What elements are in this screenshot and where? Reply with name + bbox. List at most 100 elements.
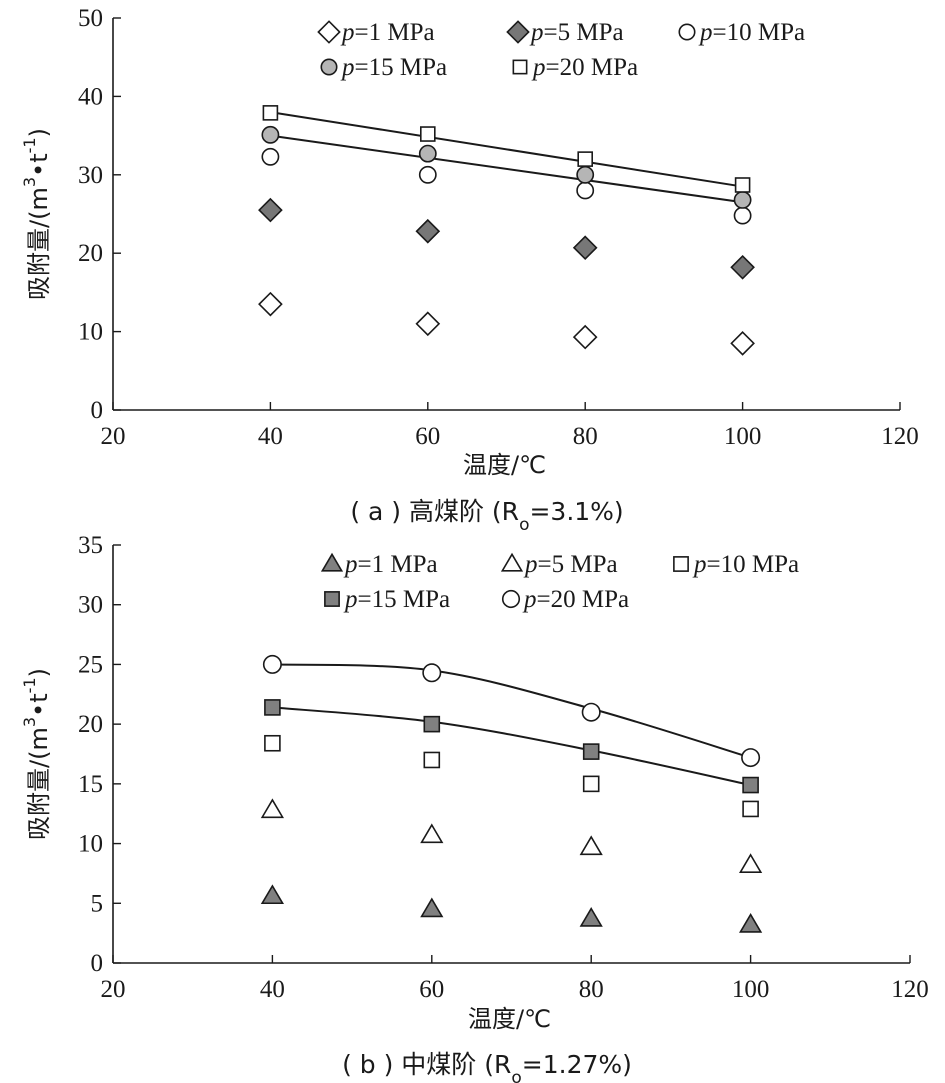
legend-label-value: =10 MPa bbox=[707, 551, 800, 578]
legend-label-value: =15 MPa bbox=[358, 586, 451, 613]
y-tick-label: 40 bbox=[78, 83, 103, 110]
data-point-a-5-1 bbox=[262, 105, 279, 121]
x-tick-label: 80 bbox=[579, 976, 604, 1003]
data-point-a-3-2 bbox=[418, 165, 437, 184]
y-tick-label: 30 bbox=[78, 592, 103, 619]
data-point-b-2-1 bbox=[260, 798, 284, 819]
fit-line-1 bbox=[272, 663, 751, 759]
x-tick-label: 20 bbox=[101, 976, 126, 1003]
legend-label-var: p bbox=[698, 19, 713, 46]
data-point-b-2-2 bbox=[420, 823, 444, 844]
legend-label-b-4: p=15 MPa bbox=[343, 586, 450, 613]
legend-label-var: p bbox=[523, 551, 538, 578]
y-axis-title-mid: •t bbox=[25, 693, 53, 717]
legend-label-var: p bbox=[522, 586, 537, 613]
legend-label-var: p bbox=[343, 586, 358, 613]
x-tick-label: 120 bbox=[891, 976, 929, 1003]
data-point-b-3-1 bbox=[264, 734, 281, 752]
data-point-b-5-2 bbox=[422, 663, 442, 683]
legend-label-var: p bbox=[531, 54, 546, 81]
data-point-a-1-3 bbox=[572, 324, 598, 350]
y-tick-label: 10 bbox=[78, 319, 103, 346]
x-axis-title: 温度/℃ bbox=[463, 451, 546, 479]
legend-marker-b-1 bbox=[320, 552, 344, 572]
x-tick-label: 100 bbox=[732, 976, 770, 1003]
y-axis-title-sup: 3 bbox=[20, 717, 39, 727]
legend-marker-a-2 bbox=[506, 20, 530, 44]
data-point-a-1-1 bbox=[258, 291, 283, 317]
x-tick-label: 60 bbox=[419, 976, 444, 1003]
y-tick-label: 20 bbox=[78, 240, 103, 267]
legend-label-a-4: p=15 MPa bbox=[340, 54, 447, 81]
caption-tail: =3.1%) bbox=[529, 497, 623, 526]
caption-main: ( a ) 高煤阶 (R bbox=[350, 497, 519, 526]
data-point-a-2-4 bbox=[730, 254, 755, 280]
y-axis-title-sup: -1 bbox=[20, 137, 39, 153]
legend-label-value: =20 MPa bbox=[546, 54, 639, 81]
legend-label-a-5: p=20 MPa bbox=[531, 54, 638, 81]
data-point-b-3-2 bbox=[423, 751, 441, 769]
y-tick-label: 20 bbox=[78, 711, 103, 738]
legend-marker-b-5 bbox=[501, 589, 521, 609]
data-point-b-5-4 bbox=[741, 748, 761, 768]
legend-label-b-1: p=1 MPa bbox=[343, 551, 438, 578]
y-tick-label: 15 bbox=[78, 771, 103, 798]
y-tick-label: 50 bbox=[78, 5, 103, 32]
data-point-b-5-3 bbox=[581, 702, 601, 722]
data-point-b-3-4 bbox=[742, 800, 759, 818]
y-tick-label: 30 bbox=[78, 162, 103, 189]
panel-a-chart: 20 40 60 80 100 120 0 10 20 30 40 50 吸附量/(m3•t-1) 温度/… bbox=[20, 5, 919, 535]
x-tick-label: 100 bbox=[724, 423, 762, 450]
data-point-b-2-3 bbox=[579, 835, 603, 856]
series-a-5 bbox=[262, 105, 751, 193]
y-tick-label: 0 bbox=[91, 950, 104, 977]
y-axis-title: 吸附量/(m3•t-1) bbox=[20, 668, 53, 840]
data-point-a-5-3 bbox=[577, 151, 594, 167]
y-axis-title-sup: -1 bbox=[20, 677, 39, 693]
legend-label-var: p bbox=[340, 54, 355, 81]
data-point-a-5-2 bbox=[419, 126, 436, 142]
legend-label-value: =1 MPa bbox=[355, 19, 435, 46]
y-tick-label: 10 bbox=[78, 831, 103, 858]
fit-line-2 bbox=[272, 706, 751, 787]
panel-caption: ( a ) 高煤阶 (Ro=3.1%) bbox=[350, 497, 623, 535]
data-point-a-3-4 bbox=[733, 206, 752, 225]
series-a-3 bbox=[261, 147, 752, 225]
data-point-b-3-3 bbox=[582, 775, 600, 793]
data-point-b-4-2 bbox=[423, 715, 441, 733]
panel-b-chart: 20 40 60 80 100 120 0 5 10 15 20 25 30 35 吸附量/(m3•t-1)… bbox=[20, 532, 929, 1083]
y-axis-title-end: ) bbox=[25, 668, 53, 677]
x-tick-label: 80 bbox=[573, 423, 598, 450]
series-b-3 bbox=[264, 734, 759, 818]
legend-marker-a-3 bbox=[678, 23, 696, 41]
x-tick-label: 20 bbox=[101, 423, 126, 450]
y-axis-title-main: 吸附量/(m bbox=[25, 727, 53, 840]
x-axis-title: 温度/℃ bbox=[468, 1005, 551, 1033]
caption-main: ( b ) 中煤阶 (R bbox=[342, 1050, 511, 1079]
data-point-b-1-2 bbox=[420, 897, 444, 918]
legend-label-var: p bbox=[692, 551, 707, 578]
data-point-a-3-3 bbox=[576, 181, 595, 200]
y-tick-label: 25 bbox=[78, 651, 103, 678]
data-point-b-1-3 bbox=[579, 907, 603, 927]
series-b-4 bbox=[264, 699, 759, 794]
legend-label-value: =1 MPa bbox=[358, 551, 438, 578]
y-axis-title-end: ) bbox=[25, 128, 53, 137]
legend-label-a-1: p=1 MPa bbox=[340, 19, 435, 46]
data-point-a-2-3 bbox=[572, 235, 598, 261]
data-point-b-4-4 bbox=[742, 776, 759, 794]
panel-caption: ( b ) 中煤阶 (Ro=1.27%) bbox=[342, 1050, 632, 1083]
data-point-b-1-4 bbox=[739, 913, 763, 933]
legend-label-var: p bbox=[529, 19, 544, 46]
x-tick-label: 120 bbox=[881, 423, 919, 450]
data-point-a-1-2 bbox=[415, 311, 441, 337]
legend-label-var: p bbox=[340, 19, 355, 46]
legend-marker-a-1 bbox=[317, 20, 341, 44]
legend-label-value: =5 MPa bbox=[538, 551, 618, 578]
series-a-2 bbox=[258, 197, 755, 280]
legend-marker-b-4 bbox=[324, 591, 340, 607]
data-point-a-4-1 bbox=[261, 125, 280, 144]
legend-label-value: =20 MPa bbox=[537, 586, 630, 613]
legend-marker-a-4 bbox=[320, 58, 338, 76]
